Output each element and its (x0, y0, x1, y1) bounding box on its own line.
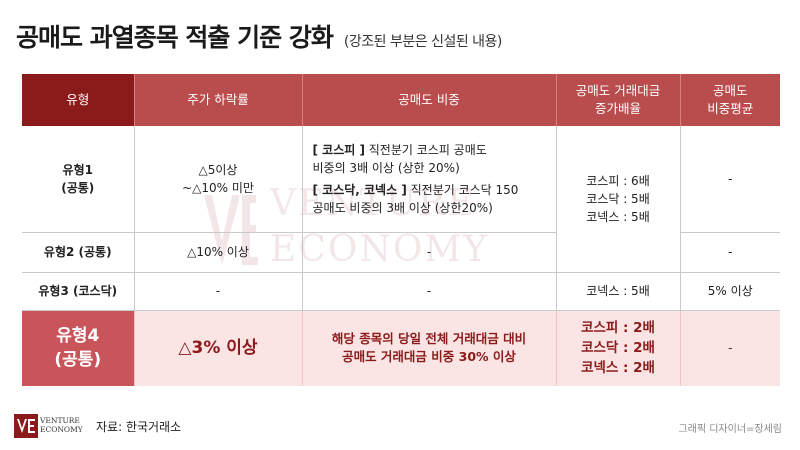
table-row-type2: 유형2 (공통) △10% 이상 - - (22, 232, 780, 273)
type1-label: 유형1 (62, 162, 93, 177)
kosdaq-criteria: 직전분기 코스닥 150 (406, 182, 519, 197)
table-header-row: 유형 주가 하락률 공매도 비중 공매도 거래대금 증가배율 공매도 비중평균 (22, 74, 780, 126)
cell-type1: 유형1 (공통) (22, 126, 134, 233)
cell-type4-drop: △3% 이상 (133, 310, 302, 386)
cell-type1-2-increase: 코스피 : 6배 코스닥 : 5배 코넥스 : 5배 (555, 126, 680, 273)
kospi-criteria-line2: 비중의 3배 이상 (상한 20%) (312, 160, 460, 175)
cell-type3-drop: - (133, 272, 302, 311)
kospi-criteria: 직전분기 코스피 공매도 (364, 142, 487, 157)
type4-increase-konex: 코넥스 : 2배 (581, 360, 655, 377)
cell-type3-increase: 코넥스 : 5배 (555, 272, 680, 311)
cell-type4-avg: - (679, 310, 780, 386)
cell-type2-avg: - (679, 232, 780, 273)
kosdaq-konex-tag: [ 코스닥, 코넥스 ] (312, 182, 407, 197)
table-row-type1: 유형1 (공통) △5이상 ~△10% 미만 [ 코스피 ] 직전분기 코스피 … (22, 126, 780, 273)
column-header-value-increase: 공매도 거래대금 증가배율 (555, 74, 680, 126)
cell-type2-drop: △10% 이상 (133, 232, 302, 273)
type1-drop-line2: ~△10% 미만 (182, 180, 254, 195)
table-row-type4: 유형4 (공통) △3% 이상 해당 종목의 당일 전체 거래대금 대비 공매도… (22, 310, 780, 386)
cell-type3: 유형3 (코스닥) (22, 272, 134, 311)
column-header-price-drop: 주가 하락률 (133, 74, 302, 126)
short-selling-criteria-table: 유형 주가 하락률 공매도 비중 공매도 거래대금 증가배율 공매도 비중평균 … (22, 74, 780, 386)
source-text: 자료: 한국거래소 (96, 420, 182, 434)
column-header-short-ratio: 공매도 비중 (301, 74, 556, 126)
designer-credit: 그래픽 디자이너=장세림 (678, 424, 782, 435)
increase-kosdaq: 코스닥 : 5배 (586, 191, 650, 206)
venture-economy-logo-icon (14, 414, 38, 438)
cell-type4-increase: 코스피 : 2배 코스닥 : 2배 코넥스 : 2배 (555, 310, 680, 386)
cell-type2: 유형2 (공통) (22, 232, 134, 273)
header-increase-text: 공매도 거래대금 증가배율 (575, 83, 661, 116)
table-row-type3: 유형3 (코스닥) - - 코넥스 : 5배 5% 이상 (22, 272, 780, 311)
increase-konex: 코넥스 : 5배 (586, 209, 650, 224)
type1-ratio-kosdaq: [ 코스닥, 코넥스 ] 직전분기 코스닥 150 공매도 비중의 3배 이상 … (313, 181, 550, 217)
title-bar: 공매도 과열종목 적출 기준 강화 (강조된 부분은 신설된 내용) (16, 18, 502, 54)
column-header-ratio-average: 공매도 비중평균 (679, 74, 780, 126)
page-title: 공매도 과열종목 적출 기준 강화 (16, 23, 334, 52)
type4-ratio-line2: 공매도 거래대금 비중 30% 이상 (342, 349, 516, 365)
footer-brand: VENTURE ECONOMY (40, 416, 83, 434)
type1-scope: (공통) (61, 180, 95, 195)
cell-type3-ratio: - (301, 272, 556, 311)
cell-type4-ratio: 해당 종목의 당일 전체 거래대금 대비 공매도 거래대금 비중 30% 이상 (301, 310, 556, 386)
type4-ratio-line1: 해당 종목의 당일 전체 거래대금 대비 (331, 331, 527, 347)
cell-type1-avg: - (679, 126, 780, 233)
type4-scope: (공통) (54, 350, 102, 371)
cell-type2-ratio: - (301, 232, 556, 273)
header-average-text: 공매도 비중평균 (707, 83, 754, 116)
cell-type4: 유형4 (공통) (22, 310, 134, 386)
type1-ratio-kospi: [ 코스피 ] 직전분기 코스피 공매도 비중의 3배 이상 (상한 20%) (313, 141, 550, 177)
type4-increase-kospi: 코스피 : 2배 (581, 320, 655, 337)
footer-brand-line2: ECONOMY (40, 425, 83, 434)
cell-type1-ratio: [ 코스피 ] 직전분기 코스피 공매도 비중의 3배 이상 (상한 20%) … (301, 126, 556, 233)
footer-brand-line1: VENTURE (40, 416, 80, 425)
type4-label: 유형4 (56, 326, 100, 347)
cell-type1-drop: △5이상 ~△10% 미만 (133, 126, 302, 233)
kospi-tag: [ 코스피 ] (312, 142, 365, 157)
column-header-type: 유형 (22, 74, 134, 126)
kosdaq-criteria-line2: 공매도 비중의 3배 이상 (상한20%) (312, 200, 493, 215)
cell-type3-avg: 5% 이상 (679, 272, 780, 311)
type1-drop-line1: △5이상 (198, 162, 238, 177)
increase-kospi: 코스피 : 6배 (586, 173, 650, 188)
type4-increase-kosdaq: 코스닥 : 2배 (581, 340, 655, 357)
page-subtitle: (강조된 부분은 신설된 내용) (343, 34, 502, 50)
